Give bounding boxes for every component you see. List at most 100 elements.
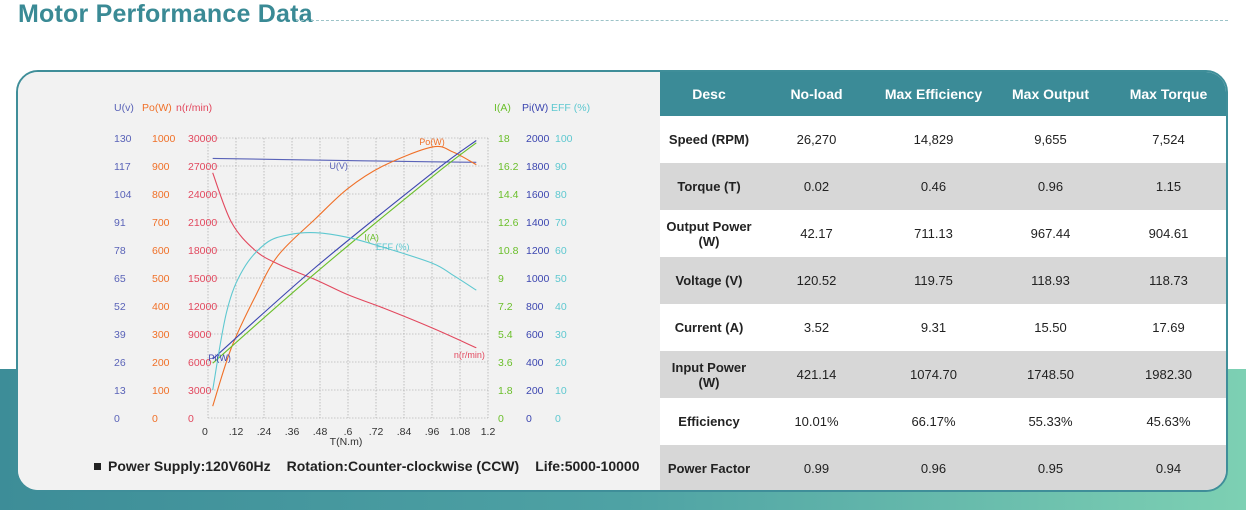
- table-cell: 42.17: [758, 210, 875, 257]
- y-tick-label: 7.2: [498, 301, 513, 313]
- table-header-row: Desc No-load Max Efficiency Max Output M…: [660, 72, 1226, 116]
- chart-panel: 0 13 26 39 52 65 78 91 104 117 130 0 100 200 300 400 500…: [18, 72, 660, 490]
- axis-label-output-power: Po(W): [142, 102, 172, 114]
- y-tick-label: 3.6: [498, 357, 513, 369]
- y-tick-label: 500: [152, 273, 170, 285]
- x-tick-label: .48: [313, 426, 328, 438]
- y-tick-label: 0: [526, 413, 532, 425]
- series-label-output-power: Po(W): [419, 137, 445, 147]
- y-tick-label: 1600: [526, 189, 550, 201]
- life-text: Life:5000-10000: [535, 458, 640, 474]
- y-tick-label: 6000: [188, 357, 212, 369]
- y-tick-label: 26: [114, 357, 126, 369]
- rotation-text: Rotation:Counter-clockwise (CCW): [286, 458, 520, 474]
- table-row: Input Power (W) 421.14 1074.70 1748.50 1982.…: [660, 351, 1226, 398]
- header-no-load: No-load: [758, 72, 875, 116]
- y-tick-label: 24000: [188, 189, 217, 201]
- table-row: Torque (T) 0.02 0.46 0.96 1.15: [660, 163, 1226, 210]
- y-tick-label: 0: [555, 413, 561, 425]
- row-label: Output Power (W): [660, 210, 758, 257]
- y-tick-label: 200: [152, 357, 170, 369]
- table-cell: 15.50: [992, 304, 1109, 351]
- table-cell: 0.95: [992, 445, 1109, 490]
- table-cell: 0.46: [875, 163, 992, 210]
- table-cell: 711.13: [875, 210, 992, 257]
- y-tick-label: 1400: [526, 217, 550, 229]
- y-tick-label: 0: [114, 413, 120, 425]
- x-tick-label: 1.2: [481, 426, 496, 438]
- y-tick-label: 600: [152, 245, 170, 257]
- row-label: Speed (RPM): [660, 116, 758, 163]
- x-tick-label: .6: [344, 426, 353, 438]
- y-tick-label: 1000: [152, 133, 176, 145]
- y-tick-label: 27000: [188, 161, 217, 173]
- row-label: Current (A): [660, 304, 758, 351]
- y-tick-label: 70: [555, 217, 567, 229]
- table-row: Voltage (V) 120.52 119.75 118.93 118.73: [660, 257, 1226, 304]
- y-tick-label: 104: [114, 189, 132, 201]
- table-cell: 55.33%: [992, 398, 1109, 445]
- y-tick-label: 400: [152, 301, 170, 313]
- row-label: Power Factor: [660, 445, 758, 490]
- table-cell: 9,655: [992, 116, 1109, 163]
- table-cell: 9.31: [875, 304, 992, 351]
- table-cell: 66.17%: [875, 398, 992, 445]
- table-cell: 118.93: [992, 257, 1109, 304]
- y-tick-label: 100: [152, 385, 170, 397]
- x-tick-label: .12: [229, 426, 244, 438]
- y-tick-label: 0: [152, 413, 158, 425]
- series-line-output-power: [212, 145, 477, 407]
- y-tick-label: 15000: [188, 273, 217, 285]
- bullet-square-icon: [94, 462, 101, 470]
- y-tick-label: 800: [152, 189, 170, 201]
- row-label: Input Power (W): [660, 351, 758, 398]
- header-max-output: Max Output: [992, 72, 1109, 116]
- table-cell: 118.73: [1109, 257, 1226, 304]
- table-cell: 421.14: [758, 351, 875, 398]
- y-tick-label: 10.8: [498, 245, 519, 257]
- y-tick-label: 400: [526, 357, 544, 369]
- y-tick-label: 800: [526, 301, 544, 313]
- y-tick-label: 1200: [526, 245, 550, 257]
- y-tick-label: 1000: [526, 273, 550, 285]
- axis-label-input-power: Pi(W): [522, 102, 548, 114]
- series-label-efficiency: EFF (%): [376, 242, 410, 252]
- series-label-current: I(A): [364, 233, 379, 243]
- table-cell: 10.01%: [758, 398, 875, 445]
- x-tick-label: .36: [285, 426, 300, 438]
- performance-table-panel: Desc No-load Max Efficiency Max Output M…: [660, 72, 1226, 490]
- y-tick-label: 60: [555, 245, 567, 257]
- y-tick-label: 13: [114, 385, 126, 397]
- y-tick-label: 65: [114, 273, 126, 285]
- performance-table: Desc No-load Max Efficiency Max Output M…: [660, 72, 1226, 490]
- y-tick-label: 20: [555, 357, 567, 369]
- y-tick-label: 91: [114, 217, 126, 229]
- y-tick-label: 21000: [188, 217, 217, 229]
- performance-card: 0 13 26 39 52 65 78 91 104 117 130 0 100 200 300 400 500…: [16, 70, 1228, 492]
- y-tick-label: 100: [555, 133, 573, 145]
- table-cell: 26,270: [758, 116, 875, 163]
- series-line-efficiency: [212, 232, 477, 391]
- table-cell: 0.96: [875, 445, 992, 490]
- table-cell: 0.96: [992, 163, 1109, 210]
- page-title: Motor Performance Data: [18, 0, 313, 28]
- table-cell: 967.44: [992, 210, 1109, 257]
- table-cell: 7,524: [1109, 116, 1226, 163]
- x-tick-label: 0: [202, 426, 208, 438]
- x-tick-label: .72: [369, 426, 384, 438]
- y-tick-label: 30: [555, 329, 567, 341]
- series-line-current: [212, 142, 477, 364]
- table-cell: 17.69: [1109, 304, 1226, 351]
- table-cell: 904.61: [1109, 210, 1226, 257]
- y-tick-label: 9000: [188, 329, 212, 341]
- y-tick-label: 0: [498, 413, 504, 425]
- y-tick-label: 9: [498, 273, 504, 285]
- row-label: Efficiency: [660, 398, 758, 445]
- y-tick-label: 600: [526, 329, 544, 341]
- y-tick-label: 130: [114, 133, 132, 145]
- axis-label-voltage: U(v): [114, 102, 134, 114]
- y-tick-label: 78: [114, 245, 126, 257]
- header-desc: Desc: [660, 72, 758, 116]
- y-tick-label: 16.2: [498, 161, 519, 173]
- series-label-voltage: U(V): [329, 161, 348, 171]
